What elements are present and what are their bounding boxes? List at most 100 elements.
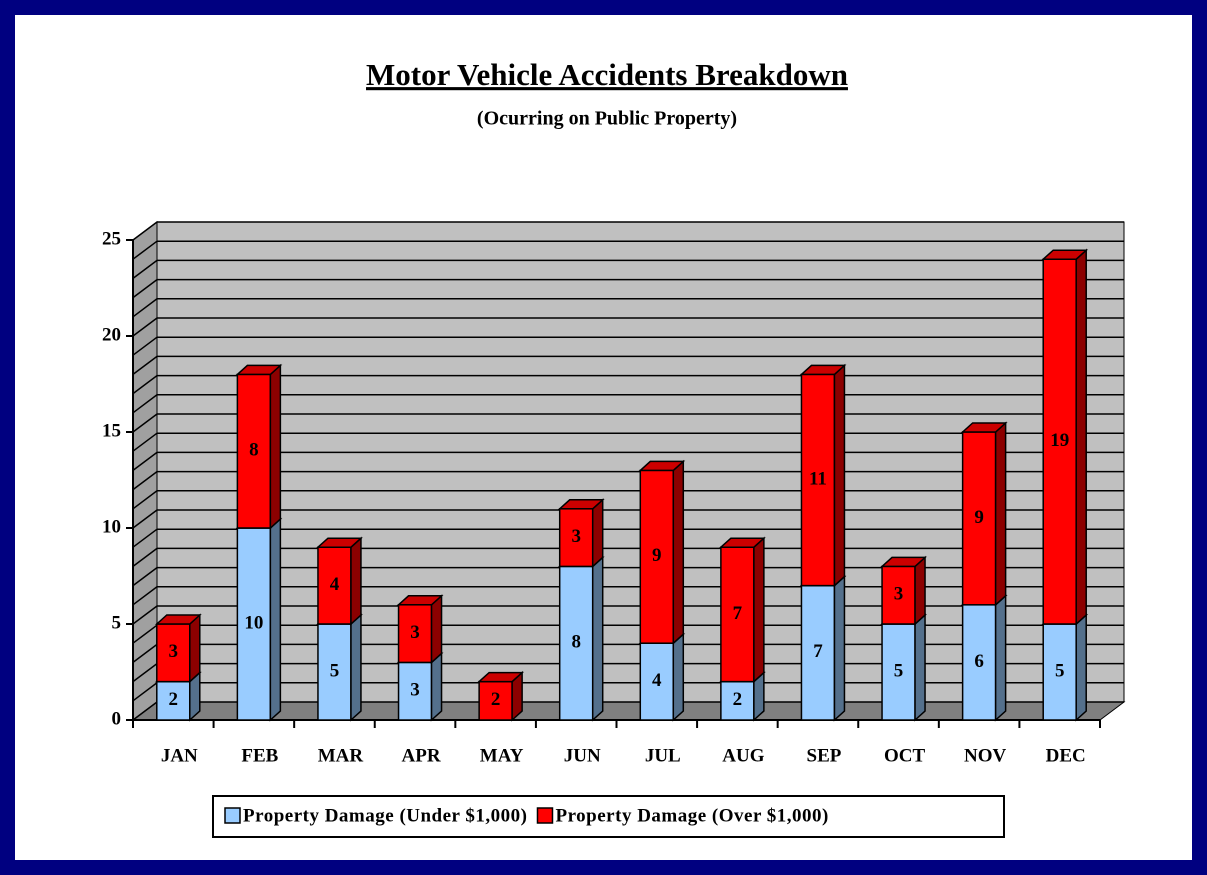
- bar-segment: [316, 536, 363, 626]
- bar-side: [914, 613, 926, 722]
- bar-segment: [235, 363, 283, 530]
- data-label: 7: [733, 603, 743, 624]
- data-label: 7: [813, 641, 823, 662]
- bar-top: [880, 556, 927, 568]
- bar-top: [316, 537, 363, 548]
- bar-segment: [477, 670, 525, 722]
- minor-grid-line: [132, 336, 1124, 356]
- bar-segment: [960, 594, 1008, 722]
- bar-segment: [396, 651, 444, 722]
- bar-top: [718, 537, 766, 548]
- data-label: 2: [491, 689, 501, 710]
- bar-side: [753, 536, 765, 684]
- bar-side: [350, 613, 362, 722]
- data-label: 5: [1055, 660, 1065, 681]
- chart-title: Motor Vehicle Accidents Breakdown: [366, 57, 848, 92]
- bar-front: [881, 565, 916, 625]
- x-tick-label: JAN: [161, 745, 198, 766]
- bar-side: [672, 632, 685, 722]
- x-tick-label: NOV: [964, 745, 1007, 766]
- x-tick-label: MAR: [318, 745, 364, 766]
- data-label: 10: [244, 612, 263, 633]
- bar-top: [154, 614, 202, 625]
- bar-side: [994, 421, 1007, 607]
- legend-label: Property Damage (Over $1,000): [555, 805, 828, 826]
- x-tick-label: JUN: [564, 745, 601, 766]
- data-label: 3: [410, 622, 420, 643]
- legend-swatch: [224, 807, 241, 824]
- bar-segment: [557, 555, 605, 722]
- legend: [212, 795, 1005, 838]
- y-tick-label: 5: [112, 612, 122, 633]
- data-label: 2: [733, 689, 743, 710]
- bar-front: [639, 469, 675, 644]
- minor-grid-line: [132, 240, 1124, 260]
- bar-segment: [799, 574, 847, 722]
- bar-side: [269, 517, 282, 722]
- minor-grid-line: [132, 278, 1124, 299]
- bar-side: [269, 363, 282, 530]
- bar-side: [189, 613, 201, 684]
- bar-front: [961, 604, 997, 721]
- y-tick-label: 25: [102, 228, 121, 249]
- minor-grid-line: [132, 355, 1124, 375]
- bar-segment: [1041, 248, 1089, 626]
- bar-front: [800, 584, 836, 721]
- data-label: 5: [330, 660, 340, 681]
- bar-top: [477, 671, 525, 683]
- side-wall: [132, 221, 158, 721]
- x-tick-label: SEP: [807, 745, 842, 766]
- data-label: 3: [571, 526, 581, 547]
- bar-top: [396, 595, 444, 606]
- bar-segment: [154, 613, 202, 684]
- data-label: 5: [894, 660, 904, 681]
- data-label: 3: [894, 584, 904, 605]
- minor-grid-line: [132, 298, 1124, 318]
- bar-side: [350, 536, 362, 626]
- bar-segment: [880, 555, 927, 626]
- x-tick-label: FEB: [241, 745, 278, 766]
- x-tick-label: OCT: [884, 745, 926, 766]
- legend-label: Property Damage (Under $1,000): [243, 805, 527, 826]
- chart-subtitle: (Ocurring on Public Property): [477, 108, 737, 130]
- bar-segment: [557, 498, 605, 569]
- bar-side: [994, 594, 1007, 722]
- legend-swatch: [536, 807, 554, 824]
- y-tick-label: 20: [102, 324, 121, 345]
- bar-side: [1075, 248, 1087, 626]
- data-label: 2: [169, 689, 179, 710]
- bar-side: [591, 555, 604, 722]
- bar-segment: [638, 632, 686, 722]
- x-tick-label: AUG: [722, 745, 764, 766]
- grid-line: [132, 221, 1124, 241]
- minor-grid-line: [132, 259, 1124, 279]
- data-label: 11: [809, 468, 827, 489]
- data-label: 6: [974, 651, 984, 672]
- bar-front: [317, 623, 352, 721]
- data-label: 19: [1050, 430, 1069, 451]
- data-label: 9: [652, 545, 662, 566]
- bar-top: [235, 364, 283, 376]
- bar-side: [430, 594, 443, 665]
- bar-side: [672, 459, 685, 645]
- bar-side: [833, 574, 846, 722]
- bar-side: [430, 651, 443, 722]
- bar-front: [236, 527, 272, 721]
- bar-front: [317, 546, 352, 625]
- data-label: 3: [169, 641, 179, 662]
- bar-segment: [718, 670, 766, 722]
- data-label: 9: [974, 507, 984, 528]
- y-tick-label: 10: [102, 516, 121, 537]
- bar-side: [833, 363, 846, 588]
- bar-side: [1075, 613, 1087, 722]
- y-tick-label: 15: [102, 420, 121, 441]
- bar-segment: [718, 536, 766, 684]
- bar-segment: [799, 363, 847, 588]
- bar-segment: [316, 613, 363, 722]
- x-tick-label: JUL: [645, 745, 681, 766]
- bar-segment: [638, 459, 686, 645]
- bar-top: [638, 460, 686, 472]
- bar-front: [1042, 258, 1077, 625]
- x-tick-label: DEC: [1046, 745, 1086, 766]
